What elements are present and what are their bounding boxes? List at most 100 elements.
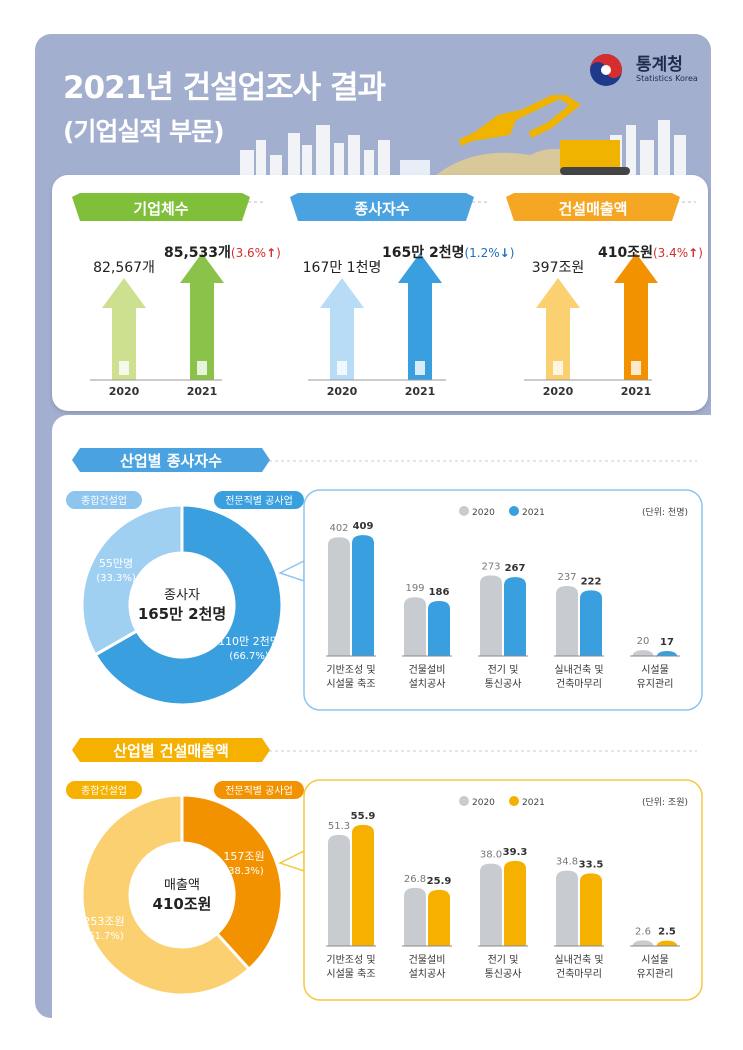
legend-2021-dot [509,796,519,806]
bar-label-2021-3: 33.5 [579,859,604,870]
page-subtitle: (기업실적 부문) [63,117,225,146]
pie-slice-0 [80,503,184,657]
bar-2020-3 [556,585,578,656]
legend-2020-dot [459,796,469,806]
value-2021: 165만 2천명(1.2%↓) [382,244,514,261]
category-label-4: 시설물 [641,664,669,676]
category-label-2: 전기 및 [488,954,519,966]
bar-2021-3 [580,873,602,946]
year-2021: 2021 [405,385,436,398]
summary-tag-label: 종사자수 [354,200,409,218]
legend-2021-label: 2021 [522,508,545,518]
change-close: ) [276,246,281,260]
pie-tag-right-label: 전문직별 공사업 [225,494,293,507]
skyline-illustration-icon [240,95,686,180]
bar-label-2021-1: 186 [429,587,450,598]
change-close: ) [510,246,515,260]
pie-left-pct: (61.7%) [84,931,124,942]
category-label-4: 유지관리 [637,968,674,980]
bar-label-2020-2: 273 [481,561,500,572]
section-title: 산업별 건설매출액 [113,742,229,760]
bar-2021-2 [504,577,526,656]
bar-label-2021-4: 2.5 [658,927,676,938]
bar-2020-4 [632,940,654,949]
category-label-0: 기반조성 및 [326,664,375,676]
pie-slice-0 [80,793,252,997]
change-arrow-icon: ↑ [266,246,276,260]
statistics-korea-logo-icon [590,54,622,86]
section-title: 산업별 종사자수 [120,452,222,470]
bar-2020-1 [404,597,426,656]
summary-icon-2020 [119,361,129,375]
pie-center-label: 매출액 [164,878,200,893]
category-label-1: 설치공사 [409,678,446,690]
pie-right-value: 157조원 [223,850,264,863]
year-2020: 2020 [327,385,358,398]
pie-tag-left-label: 종합건설업 [81,494,127,507]
value-2020: 397조원 [532,260,584,276]
legend-2021-label: 2021 [522,798,545,808]
summary-icon-2020 [553,361,563,375]
bar-2021-1 [428,601,450,656]
change-rate: (1.2% [464,246,499,260]
bar-2021-0 [352,535,374,656]
section-title-tag [72,448,270,472]
pie-tag-left [66,491,142,509]
value-2020: 167만 1천명 [303,260,382,276]
arrow-2020 [320,278,364,380]
bar-label-2020-1: 26.8 [404,874,426,885]
pie-slice-1 [93,503,284,707]
arrow-2020 [102,278,146,380]
callout-pointer [278,849,305,873]
bar-2020-0 [328,834,350,946]
bar-2021-1 [428,889,450,946]
year-2020: 2020 [109,385,140,398]
category-label-3: 실내건축 및 [554,664,603,676]
callout-box [303,779,703,1001]
section-title-tag [72,738,270,762]
category-label-2: 통신공사 [485,968,522,980]
legend-2020-label: 2020 [472,508,495,518]
bar-2020-2 [480,863,502,946]
bar-label-2020-4: 20 [637,636,650,647]
change-arrow-icon: ↓ [500,246,510,260]
bar-label-2021-2: 267 [505,563,526,574]
pie-tag-left [66,781,142,799]
bar-2020-4 [632,650,654,659]
bar-2021-4 [656,650,678,659]
pie-center-label: 종사자 [164,588,200,603]
value-2021: 85,533개(3.6%↑) [164,245,281,261]
bar-label-2021-3: 222 [581,576,602,587]
pie-right-value: 110만 2천명 [218,634,280,648]
arrow-2021 [614,253,658,380]
category-label-4: 시설물 [641,954,669,966]
summary-group-2: 건설매출액 2020 2021 397조원 410조원(3.4%↑) [506,193,703,398]
pie-left-value: 253조원 [83,915,124,928]
category-label-0: 시설물 축조 [326,968,375,980]
bar-label-2020-3: 237 [557,572,576,583]
summary-icon-2021 [631,361,641,375]
pie-tag-left-label: 종합건설업 [81,784,127,797]
pie-tag-right-label: 전문직별 공사업 [225,784,293,797]
category-label-3: 건축마무리 [556,678,602,690]
bar-2021-2 [504,860,526,946]
bar-2021-4 [656,940,678,949]
summary-tag-0 [72,193,250,221]
bar-2020-0 [328,537,350,656]
category-label-4: 유지관리 [637,678,674,690]
bar-2021-0 [352,824,374,946]
bar-label-2020-4: 2.6 [635,926,651,937]
arrow-2021 [180,253,224,380]
pie-slice-1 [180,793,284,972]
bar-label-2021-4: 17 [660,637,674,648]
category-label-1: 건물설비 [409,954,446,966]
bar-label-2020-1: 199 [405,583,424,594]
bar-label-2020-0: 402 [329,523,348,534]
pie-center-value: 165만 2천명 [138,605,226,623]
category-label-1: 설치공사 [409,968,446,980]
pie-left-pct: (33.3%) [96,573,136,584]
category-label-2: 통신공사 [485,678,522,690]
change-close: ) [698,246,703,260]
